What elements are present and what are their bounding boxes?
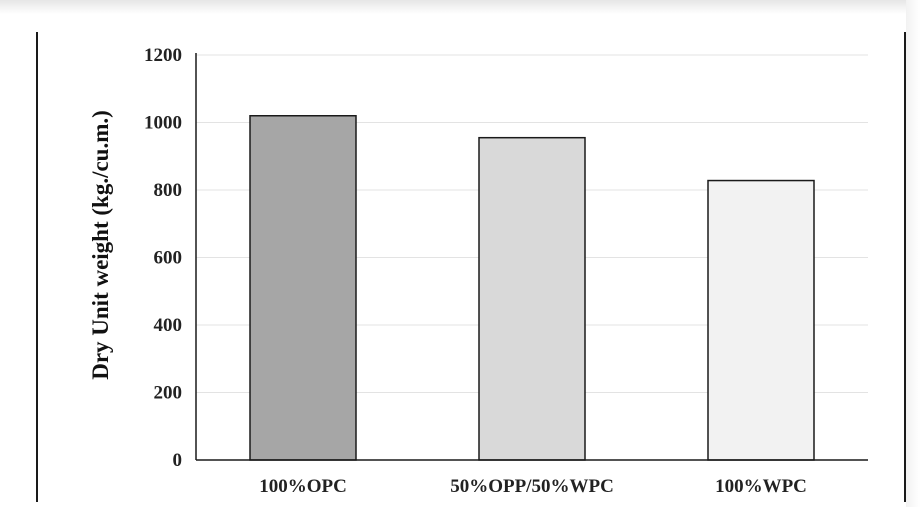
y-tick-label: 800 <box>154 180 183 201</box>
y-tick-label: 1200 <box>144 45 182 66</box>
y-axis-title: Dry Unit weight (kg./cu.m.) <box>88 110 113 380</box>
y-tick-labels: 0 200 400 600 800 1000 1200 <box>144 45 182 471</box>
y-tick-label: 200 <box>154 383 183 404</box>
axes <box>195 53 868 461</box>
frame-right-shadow <box>906 0 920 507</box>
bar <box>478 136 586 461</box>
y-tick-label: 400 <box>154 315 183 336</box>
y-tick-label: 600 <box>154 248 183 269</box>
bar <box>249 115 357 461</box>
frame-left-border <box>36 32 38 502</box>
y-tick-label: 0 <box>173 450 183 471</box>
frame-top-shadow <box>0 0 920 14</box>
x-category-label: 100%WPC <box>715 476 807 497</box>
x-category-label: 50%OPP/50%WPC <box>450 476 614 497</box>
bar <box>707 179 815 461</box>
frame-right-border <box>904 32 906 502</box>
x-category-labels: 100%OPC 50%OPP/50%WPC 100%WPC <box>259 476 807 497</box>
y-tick-label: 1000 <box>144 113 182 134</box>
x-category-label: 100%OPC <box>259 476 347 497</box>
bars <box>249 115 815 461</box>
